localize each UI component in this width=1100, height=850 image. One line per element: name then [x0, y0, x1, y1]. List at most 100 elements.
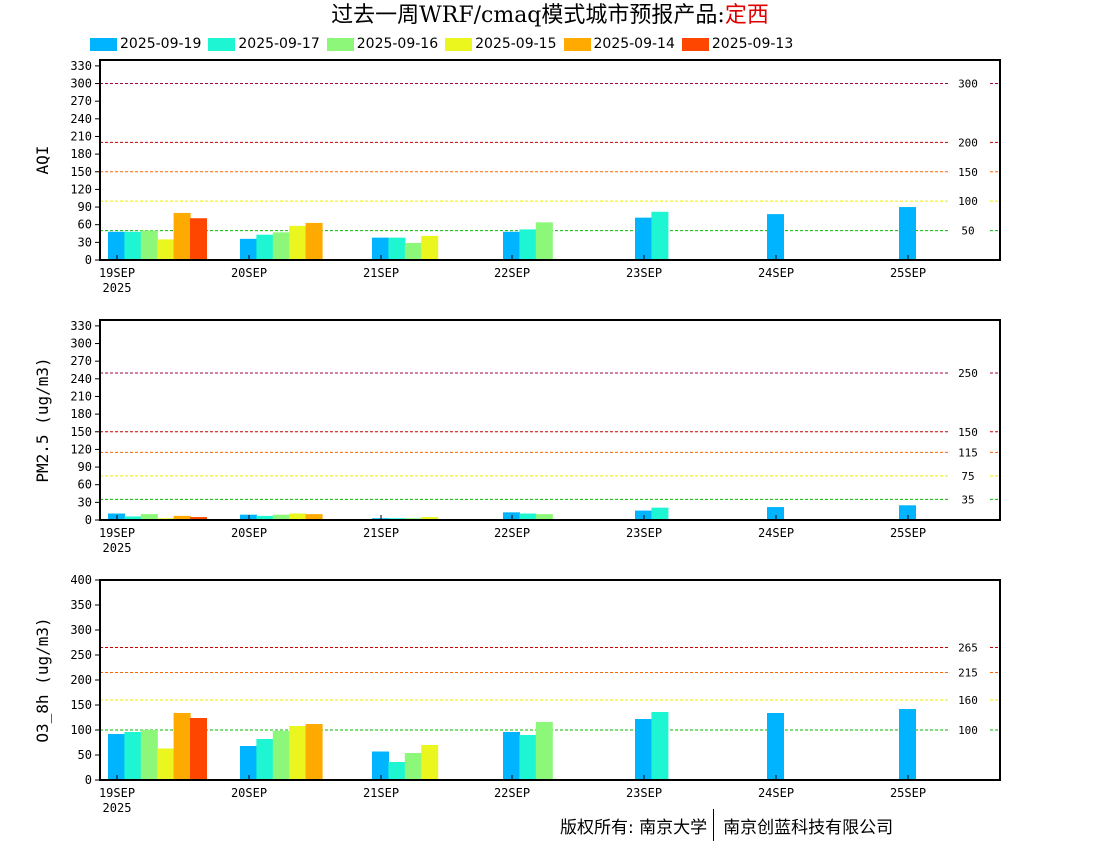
bar — [899, 505, 916, 520]
bar — [108, 734, 125, 780]
bar — [651, 211, 669, 260]
footer-separator — [713, 809, 715, 841]
bar — [157, 748, 175, 780]
y-tick-label: 300 — [70, 623, 92, 637]
bar — [635, 719, 652, 780]
threshold-label: 265 — [958, 642, 978, 655]
bar — [635, 217, 652, 260]
threshold-label-bg — [950, 164, 990, 178]
y-tick-label: 300 — [70, 337, 92, 351]
legend-swatch — [90, 37, 117, 51]
x-tick-label: 23SEP — [626, 266, 662, 280]
y-tick-label: 0 — [85, 773, 92, 787]
bar — [372, 751, 389, 780]
x-tick-label: 22SEP — [494, 786, 530, 800]
bar — [173, 515, 191, 520]
threshold-label: 160 — [958, 694, 978, 707]
x-tick-label: 25SEP — [890, 786, 926, 800]
y-tick-label: 270 — [70, 94, 92, 108]
threshold-label-bg — [950, 194, 990, 208]
bar — [173, 212, 191, 260]
y-tick-label: 240 — [70, 372, 92, 386]
bar — [289, 513, 307, 520]
bar — [140, 730, 158, 780]
bar — [388, 237, 406, 260]
y-tick-label: 90 — [78, 200, 92, 214]
x-tick-label: 20SEP — [231, 786, 267, 800]
bar — [899, 709, 916, 780]
y-tick-label: 270 — [70, 354, 92, 368]
bar — [535, 722, 553, 780]
bar — [124, 732, 142, 780]
title-prefix: 过去一周WRF/cmaq模式城市预报产品: — [331, 3, 725, 28]
bar — [305, 724, 323, 780]
bar — [519, 513, 537, 520]
bar — [503, 732, 520, 780]
legend-swatch — [563, 37, 591, 51]
threshold-label: 100 — [958, 195, 978, 208]
y-tick-label: 150 — [70, 698, 92, 712]
plot-frame — [99, 59, 1001, 261]
bar — [767, 214, 784, 260]
y-tick-label: 250 — [70, 648, 92, 662]
threshold-label: 75 — [961, 470, 974, 483]
bar — [388, 762, 406, 780]
y-tick-label: 330 — [70, 59, 92, 73]
x-tick-label: 20SEP — [231, 266, 267, 280]
threshold-label: 150 — [958, 166, 978, 179]
title-location: 定西 — [724, 3, 769, 28]
legend-label: 2025-09-15 — [475, 36, 557, 52]
y-tick-label: 180 — [70, 147, 92, 161]
x-year-label: 2025 — [103, 541, 132, 555]
y-tick-label: 30 — [78, 235, 92, 249]
y-tick-label: 300 — [70, 77, 92, 91]
copyright-left: 版权所有: 南京大学 — [560, 817, 708, 838]
bar — [651, 712, 669, 780]
y-tick-label: 400 — [70, 573, 92, 587]
y-tick-label: 90 — [78, 460, 92, 474]
bar — [272, 232, 290, 260]
y-tick-label: 350 — [70, 598, 92, 612]
bar — [124, 231, 142, 260]
bar — [124, 516, 142, 520]
threshold-label-bg — [950, 424, 990, 438]
bar — [256, 234, 274, 260]
threshold-label-bg — [950, 665, 990, 679]
threshold-label-bg — [950, 135, 990, 149]
threshold-label: 150 — [958, 426, 978, 439]
x-tick-label: 19SEP — [99, 786, 135, 800]
bar — [256, 515, 274, 520]
bar — [404, 753, 422, 780]
y-axis-label: O3_8h (ug/m3) — [33, 617, 52, 742]
y-tick-label: 100 — [70, 723, 92, 737]
bar — [519, 229, 537, 260]
threshold-label: 50 — [961, 225, 974, 238]
legend-label: 2025-09-14 — [593, 36, 675, 52]
chart-panel-3: 265 215 160 100 0 50 100 150 200 250 300 350 400 19SE… — [33, 573, 1001, 815]
legend-item: 2025-09-16 — [326, 36, 438, 52]
y-tick-label: 120 — [70, 182, 92, 196]
bar — [173, 713, 191, 780]
chart-title: 过去一周WRF/cmaq模式城市预报产品:定西 — [0, 2, 1100, 30]
threshold-label-bg — [950, 723, 990, 736]
x-year-label: 2025 — [103, 281, 132, 295]
bar — [899, 207, 916, 260]
threshold-label-bg — [950, 468, 990, 482]
bar — [140, 514, 158, 520]
legend: 2025-09-19 2025-09-17 2025-09-16 2025-09-15… — [90, 34, 800, 54]
threshold-label-bg — [950, 76, 990, 90]
copyright-right: 南京创蓝科技有限公司 — [723, 817, 894, 838]
x-tick-label: 25SEP — [890, 266, 926, 280]
bar — [190, 517, 207, 520]
threshold-label: 115 — [958, 446, 978, 459]
threshold-label: 200 — [958, 136, 978, 149]
y-tick-label: 50 — [78, 748, 92, 762]
chart-panel-1: 300 200 150 100 50 0 30 60 90 120 150 180 210 240 270 3… — [33, 59, 1001, 295]
bar — [272, 514, 290, 520]
x-tick-label: 24SEP — [758, 786, 794, 800]
threshold-label-bg — [950, 365, 990, 379]
threshold-label-bg — [950, 640, 990, 654]
bar — [503, 231, 520, 260]
legend-swatch — [326, 37, 354, 51]
legend-swatch — [208, 37, 236, 51]
